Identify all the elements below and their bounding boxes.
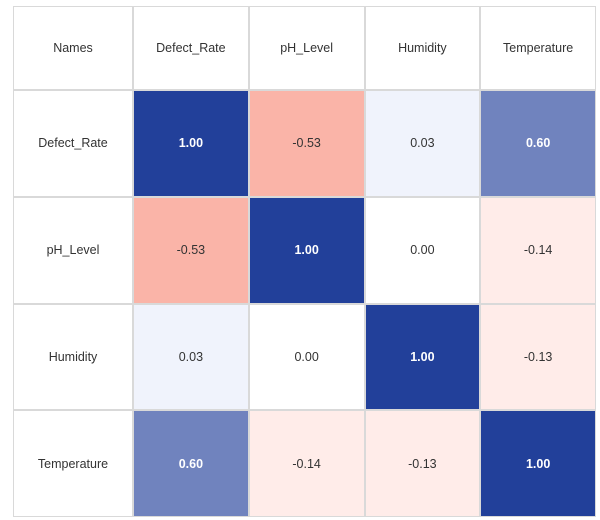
heatmap-cell: -0.13: [365, 411, 480, 516]
row-label-humidity: Humidity: [14, 304, 132, 410]
heatmap-cell: -0.14: [249, 411, 364, 516]
column-header-humidity: Humidity: [365, 7, 480, 89]
row-label-defect-rate: Defect_Rate: [14, 91, 132, 196]
heatmap-cell: 1.00: [481, 411, 595, 516]
heatmap-cell: 1.00: [249, 197, 364, 303]
heatmap-cell: 1.00: [365, 304, 480, 410]
heatmap-cell: -0.14: [481, 197, 595, 303]
heatmap-cell: -0.53: [249, 91, 364, 196]
heatmap-cell: -0.53: [134, 197, 248, 303]
heatmap-cell: 0.03: [134, 304, 248, 410]
heatmap-cell: 0.03: [365, 91, 480, 196]
corner-label: Names: [14, 7, 132, 89]
row-label-ph-level: pH_Level: [14, 197, 132, 303]
column-header-defect-rate: Defect_Rate: [134, 7, 248, 89]
column-header-ph-level: pH_Level: [249, 7, 364, 89]
heatmap-cell: 0.60: [481, 91, 595, 196]
row-label-temperature: Temperature: [14, 411, 132, 516]
heatmap-cell: 0.00: [365, 197, 480, 303]
column-header-temperature: Temperature: [481, 7, 595, 89]
heatmap-cell: 0.00: [249, 304, 364, 410]
heatmap-cell: 1.00: [134, 91, 248, 196]
heatmap-cell: -0.13: [481, 304, 595, 410]
heatmap-cell: 0.60: [134, 411, 248, 516]
correlation-heatmap: Names Defect_Rate pH_Level Humidity Temp…: [13, 6, 596, 517]
